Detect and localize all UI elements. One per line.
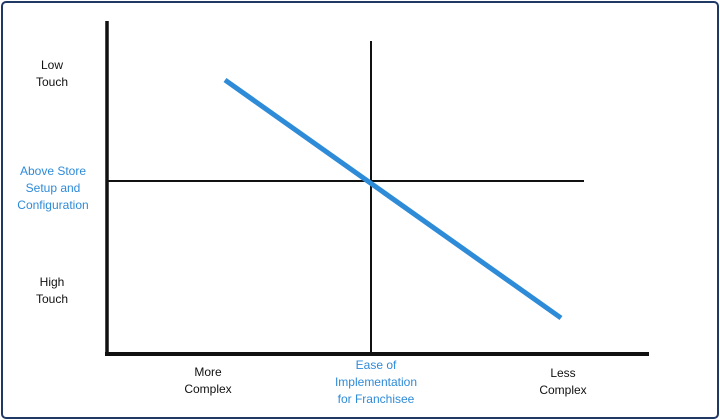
x-axis-right-label: Less Complex [539,366,587,397]
trend-line [223,77,563,321]
y-axis-top-label: Low Touch [35,58,69,89]
y-axis-bottom-label: High Touch [35,275,69,306]
x-axis-middle-label: Ease of Implementation for Franchisee [334,358,418,406]
x-axis-left-label: More Complex [184,365,232,396]
y-axis-middle-label: Above Store Setup and Configuration [17,164,89,212]
quadrant-diagram [105,21,649,356]
